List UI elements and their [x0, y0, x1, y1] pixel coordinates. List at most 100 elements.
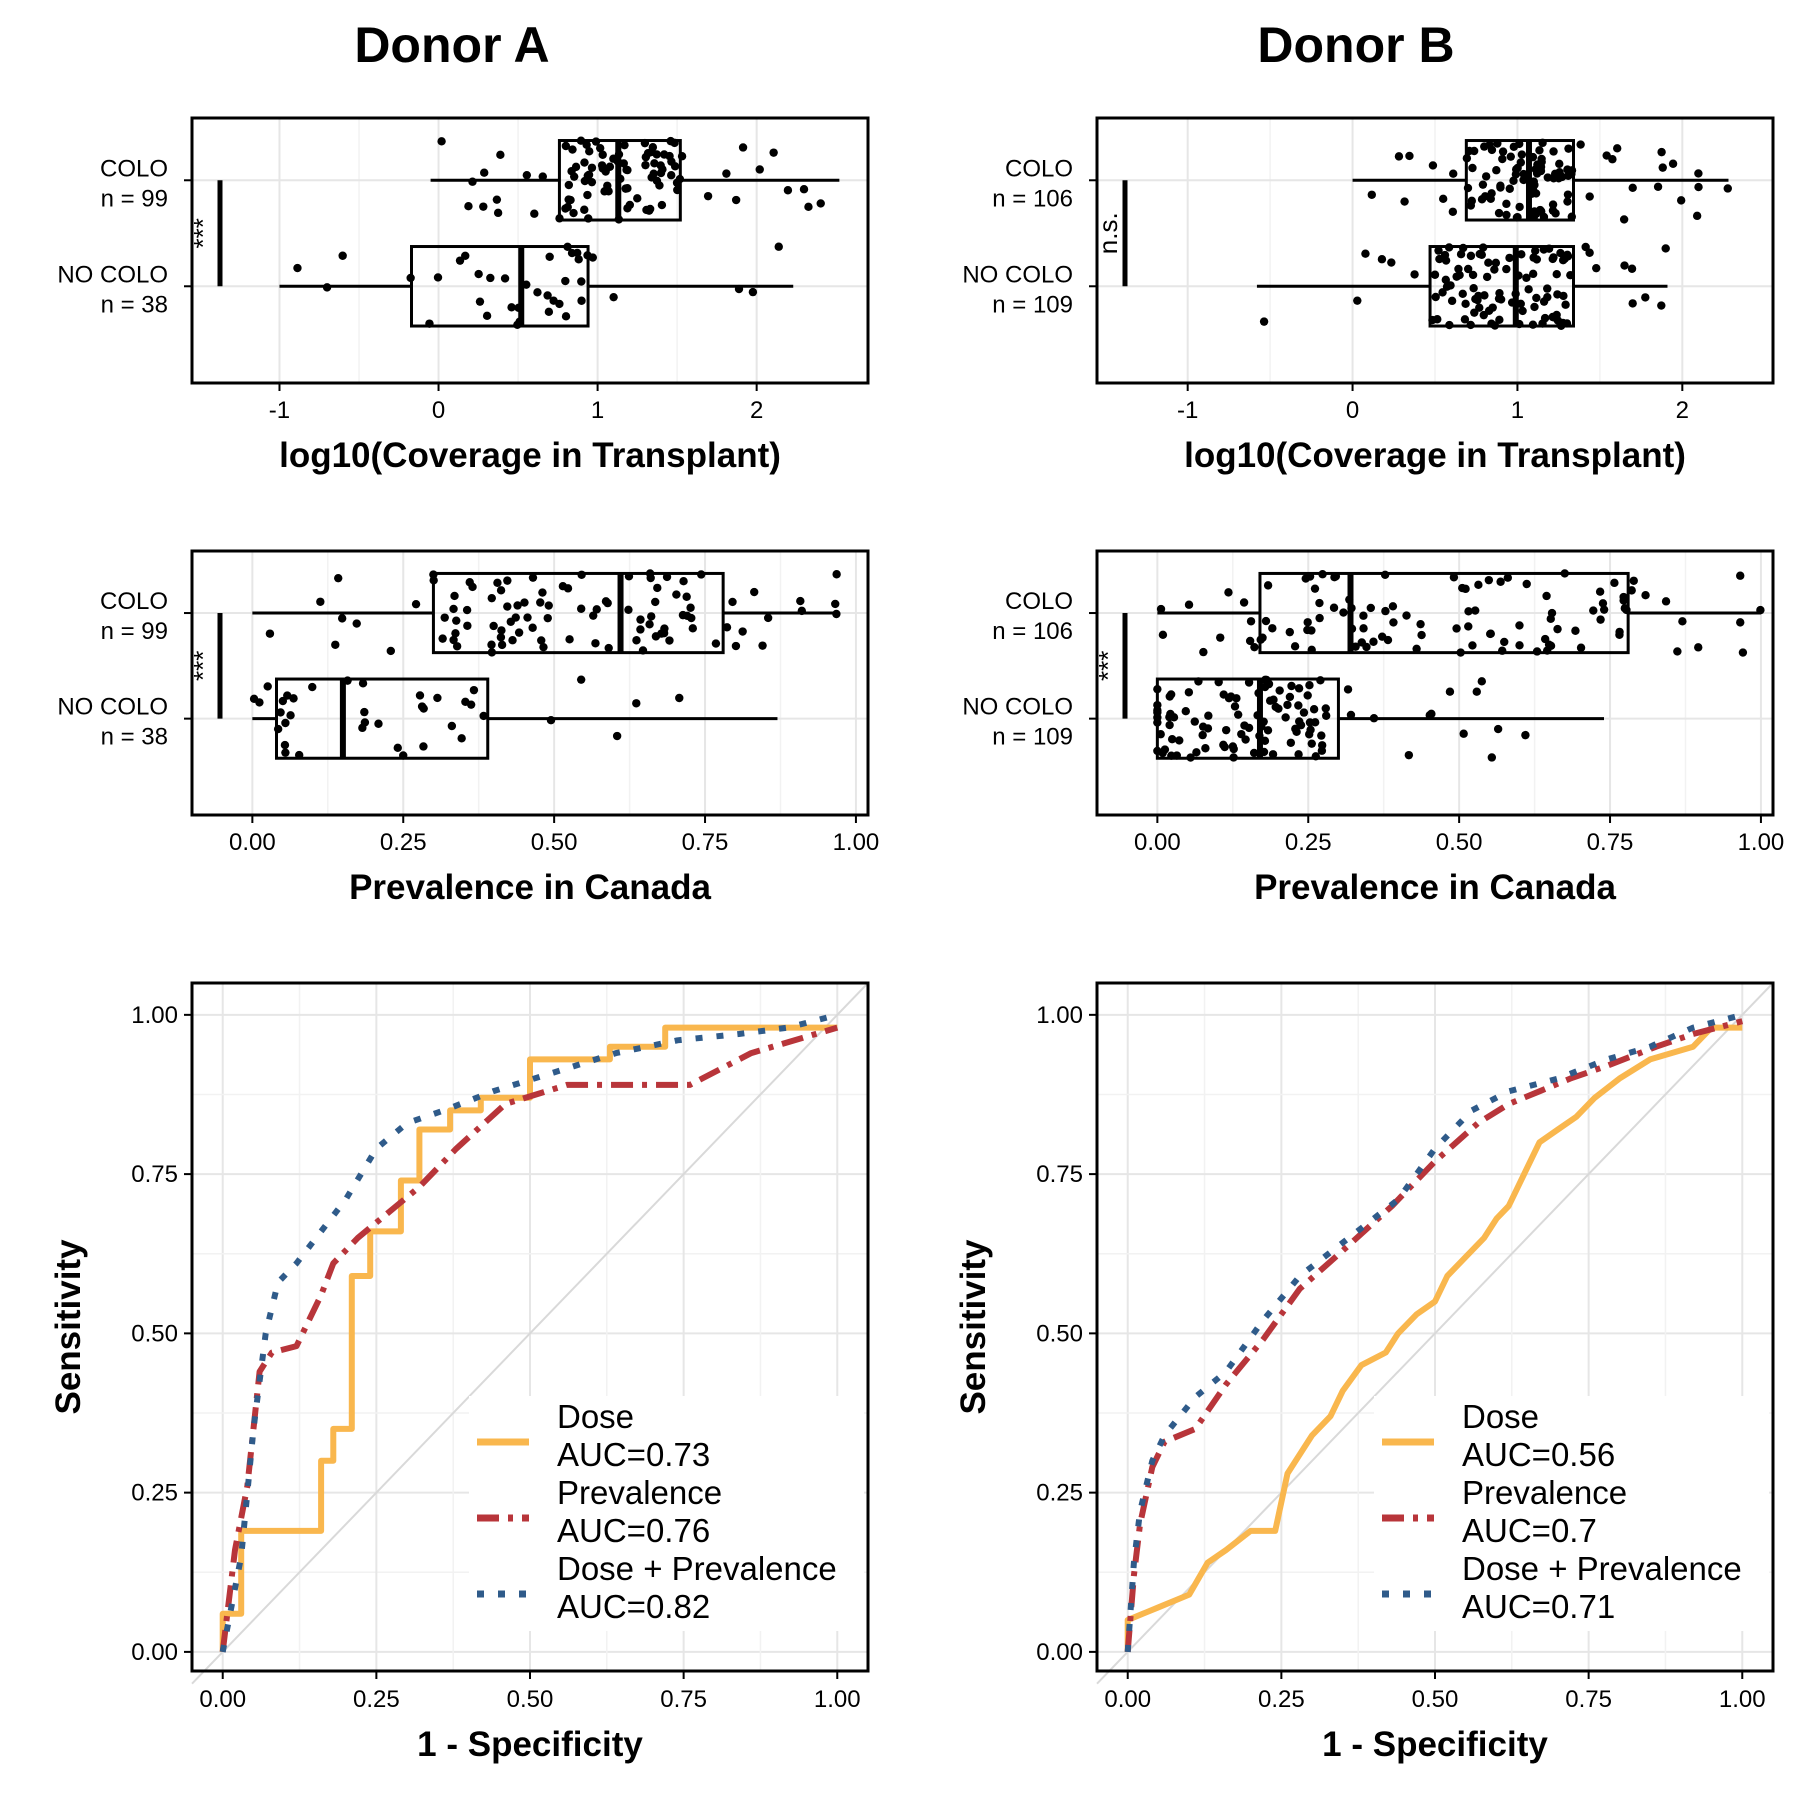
- data-point: [1592, 263, 1601, 273]
- data-point: [1435, 254, 1444, 264]
- data-point: [640, 138, 650, 148]
- data-point: [1622, 605, 1631, 615]
- data-point: [447, 721, 457, 731]
- data-point: [656, 161, 665, 170]
- data-point: [386, 646, 396, 656]
- data-point: [638, 646, 648, 655]
- data-point: [584, 170, 594, 179]
- data-point: [1469, 146, 1479, 156]
- legend-background: [469, 1396, 864, 1631]
- data-point: [528, 573, 538, 582]
- data-point: [1250, 642, 1259, 652]
- data-point: [651, 597, 660, 607]
- data-point: [677, 152, 687, 161]
- data-point: [1468, 641, 1477, 650]
- data-point: [1172, 751, 1182, 760]
- data-point: [1694, 169, 1703, 178]
- data-point: [1543, 284, 1552, 293]
- data-point: [1538, 138, 1547, 148]
- data-point: [1480, 192, 1490, 201]
- data-point: [1287, 681, 1296, 691]
- data-point: [520, 598, 529, 607]
- data-point: [1388, 602, 1398, 611]
- data-point: [1315, 613, 1324, 623]
- data-point: [731, 641, 741, 651]
- x-tick-label: 0.50: [507, 1686, 554, 1713]
- data-point: [493, 208, 503, 218]
- data-point: [1531, 246, 1540, 255]
- legend-auc-label: AUC=0.56: [1462, 1436, 1615, 1473]
- x-tick-label: 0.50: [531, 829, 578, 856]
- x-tick-label: 1.00: [833, 829, 880, 856]
- data-point: [1256, 635, 1265, 644]
- data-point: [650, 159, 659, 168]
- data-point: [614, 215, 624, 224]
- data-point: [1628, 183, 1637, 192]
- data-point: [1244, 723, 1254, 733]
- data-point: [1736, 571, 1745, 580]
- data-point: [1498, 154, 1507, 164]
- data-point: [544, 307, 554, 317]
- reference-diagonal: [1096, 982, 1774, 1685]
- legend-series-name: Prevalence: [1462, 1474, 1627, 1511]
- x-tick-label: 0.25: [353, 1686, 400, 1713]
- data-point: [1329, 603, 1339, 612]
- data-point: [1505, 184, 1514, 193]
- data-point: [1563, 252, 1573, 261]
- data-point: [1490, 321, 1500, 330]
- data-point: [1477, 677, 1486, 686]
- data-point: [1317, 731, 1326, 740]
- data-point: [1387, 258, 1396, 267]
- data-point: [513, 601, 522, 610]
- legend-auc-label: AUC=0.82: [557, 1588, 710, 1625]
- data-point: [1546, 614, 1555, 624]
- data-point: [1230, 702, 1240, 711]
- data-point: [1361, 249, 1370, 258]
- data-point: [1321, 704, 1330, 713]
- data-point: [688, 624, 698, 633]
- data-point: [1345, 595, 1354, 604]
- data-point: [507, 303, 516, 312]
- data-point: [1527, 189, 1536, 198]
- data-point: [728, 597, 737, 607]
- x-tick-label: 0.00: [1104, 1686, 1151, 1713]
- data-point: [1458, 289, 1467, 299]
- data-point: [503, 576, 512, 585]
- data-point: [1466, 251, 1476, 261]
- data-point: [1563, 165, 1572, 174]
- data-point: [1198, 730, 1207, 740]
- data-point: [652, 150, 661, 159]
- data-point: [574, 255, 583, 264]
- data-point: [1442, 282, 1452, 291]
- data-point: [508, 636, 517, 645]
- data-point: [567, 248, 577, 258]
- data-point: [1268, 624, 1277, 633]
- data-point: [1522, 579, 1531, 589]
- data-point: [1184, 688, 1194, 697]
- x-axis-label: 1 - Specificity: [1322, 1725, 1548, 1764]
- data-point: [1456, 648, 1465, 657]
- data-point: [1369, 637, 1378, 646]
- data-point: [1449, 169, 1458, 178]
- data-point: [1339, 608, 1348, 617]
- data-point: [1192, 748, 1201, 757]
- x-tick-label: 0.50: [1436, 829, 1483, 856]
- data-point: [1245, 636, 1255, 646]
- data-point: [1186, 753, 1195, 762]
- data-point: [1641, 293, 1650, 302]
- data-point: [783, 186, 793, 195]
- data-point: [1482, 272, 1492, 282]
- data-point: [1410, 270, 1419, 279]
- data-point: [703, 191, 713, 201]
- data-point: [1463, 264, 1473, 274]
- data-point: [437, 137, 446, 146]
- data-point: [480, 168, 489, 177]
- data-point: [797, 606, 807, 616]
- data-point: [1484, 575, 1494, 585]
- data-point: [1481, 172, 1491, 181]
- data-point: [1506, 152, 1515, 161]
- data-point: [1321, 711, 1331, 720]
- data-point: [1539, 212, 1549, 222]
